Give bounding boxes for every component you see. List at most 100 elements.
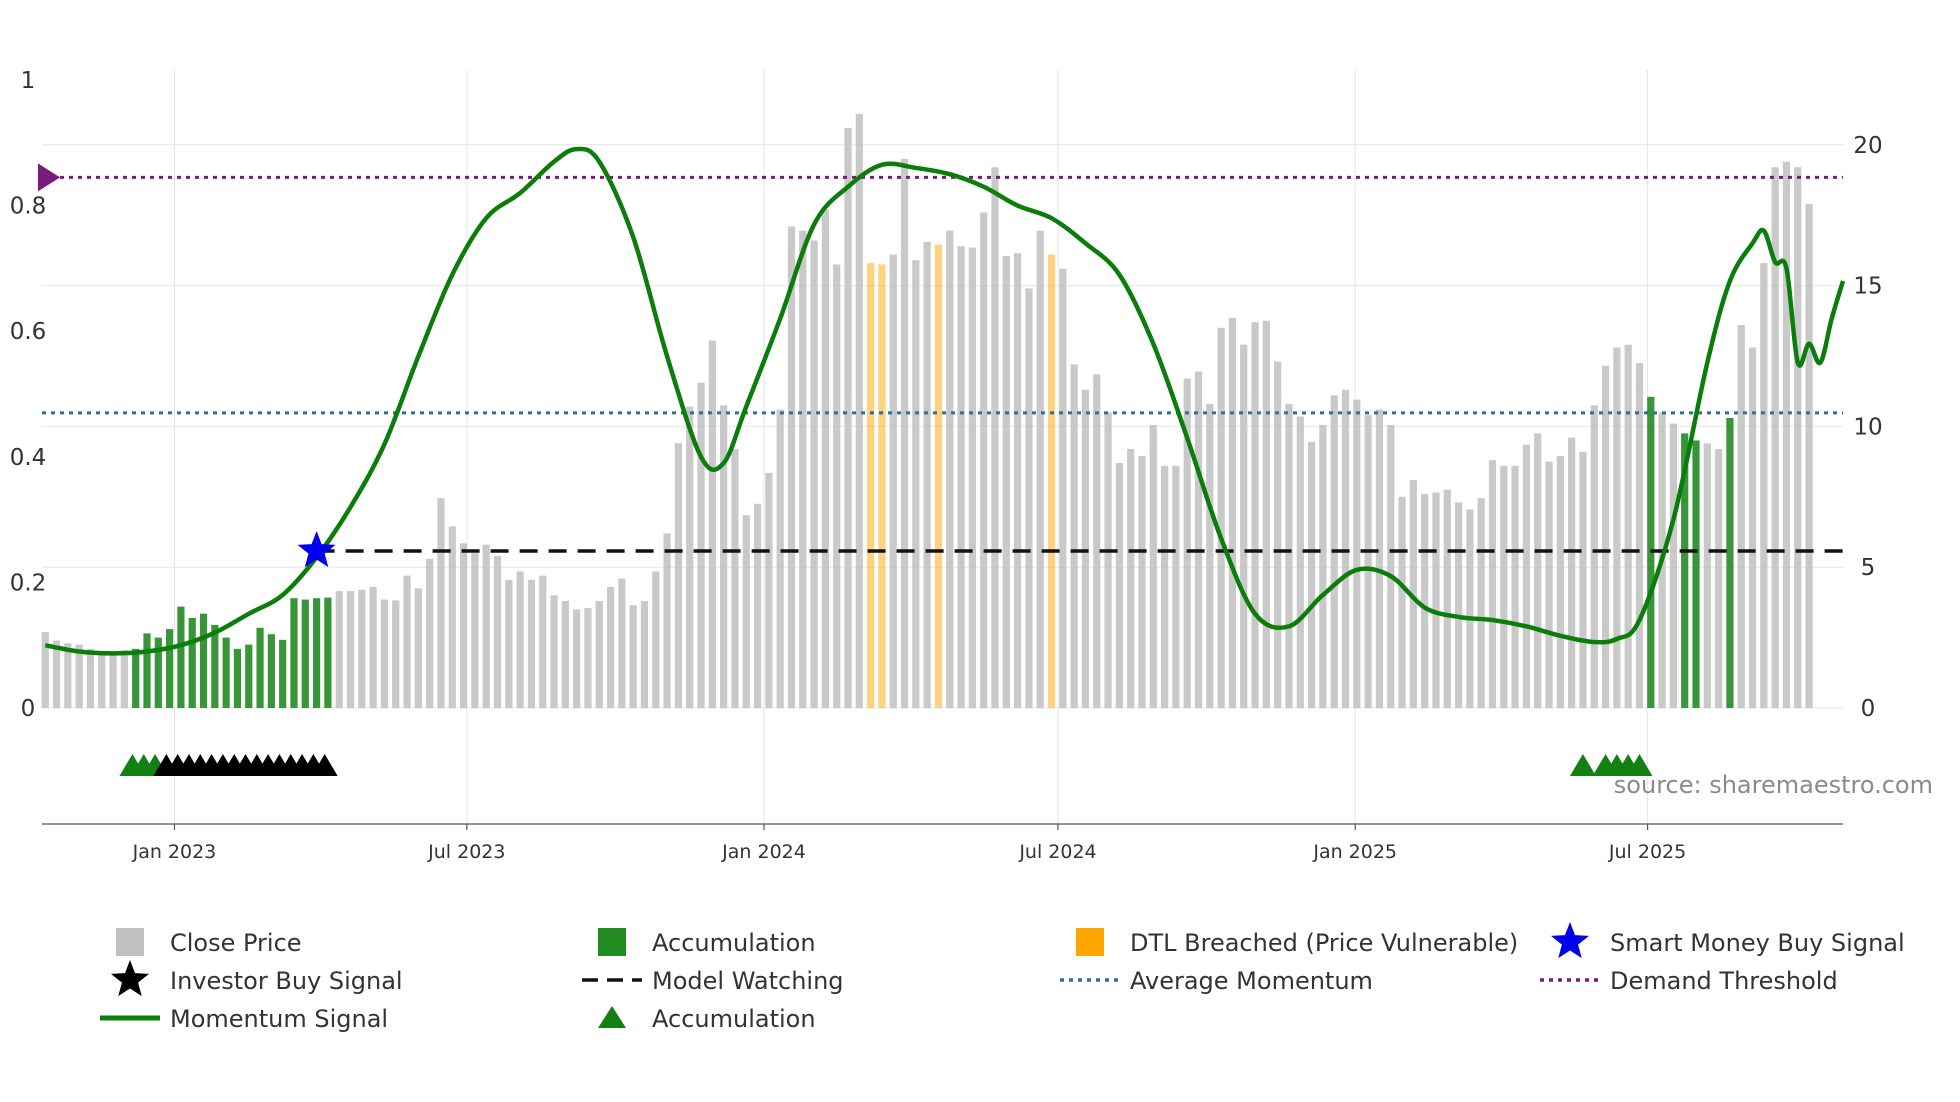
close-price-bar <box>697 382 705 708</box>
close-price-bar <box>1556 455 1564 708</box>
legend-label: Investor Buy Signal <box>170 967 403 995</box>
x-tick-label: Jul 2023 <box>427 841 505 863</box>
legend-label: Average Momentum <box>1130 967 1373 995</box>
y-right-tick-label: 20 <box>1853 133 1882 159</box>
close-price-bar <box>1737 325 1745 708</box>
close-price-bar <box>1104 412 1112 708</box>
y-left-tick-label: 1 <box>21 68 36 94</box>
close-price-bar <box>912 260 920 708</box>
close-price-bar <box>584 608 592 708</box>
close-price-bar <box>1748 347 1757 708</box>
close-price-bar <box>652 571 660 708</box>
close-price-bar <box>1183 378 1191 708</box>
close-price-bar <box>900 158 909 708</box>
close-price-bar <box>1613 347 1621 708</box>
close-price-bar <box>1070 364 1078 708</box>
close-price-bar <box>946 230 954 708</box>
close-price-bar <box>527 579 536 708</box>
smart-money-buy-signal-star <box>297 531 336 568</box>
legend-label: Smart Money Buy Signal <box>1610 929 1905 957</box>
close-price-bar <box>1353 399 1361 708</box>
close-price-bar <box>1274 361 1282 708</box>
accumulation-bar <box>301 599 309 708</box>
close-price-bar <box>75 644 83 708</box>
close-price-bar <box>1307 441 1316 708</box>
legend-label: Model Watching <box>652 967 844 995</box>
close-price-bar <box>1669 423 1677 708</box>
accumulation-bar <box>1726 417 1734 708</box>
close-price-bar <box>776 409 784 708</box>
close-price-bar <box>1398 496 1406 708</box>
close-price-bar <box>120 650 128 708</box>
close-price-bar <box>358 589 366 708</box>
close-price-bar <box>437 498 445 708</box>
close-price-bar <box>1251 322 1259 708</box>
close-price-bar <box>1194 371 1203 708</box>
close-price-bar <box>923 241 931 708</box>
close-price-bar <box>426 558 434 708</box>
close-price-bar <box>1466 509 1474 708</box>
close-price-bar <box>1206 403 1214 708</box>
demand-threshold-marker <box>38 163 60 192</box>
close-price-bar <box>1149 424 1157 708</box>
close-price-bar <box>1601 365 1610 708</box>
close-price-bar <box>1590 405 1598 708</box>
accumulation-bar <box>188 617 196 708</box>
close-price-bar <box>1228 317 1237 708</box>
dtl-breached-bar <box>934 244 943 709</box>
y-right-tick-label: 0 <box>1861 696 1876 722</box>
accumulation-marker <box>1569 754 1596 776</box>
y-right-tick-label: 5 <box>1861 555 1876 581</box>
close-price-bar <box>1138 455 1146 708</box>
close-price-bar <box>1002 256 1010 708</box>
accumulation-bar <box>211 624 219 708</box>
accumulation-bar <box>233 648 242 708</box>
close-price-bar <box>380 599 389 708</box>
close-price-bar <box>595 600 603 708</box>
close-price-bar <box>1715 448 1723 708</box>
legend-swatch-investor-buy-star <box>110 960 150 997</box>
close-price-bar <box>1059 268 1067 708</box>
close-price-bar <box>482 544 490 708</box>
close-price-bar <box>640 600 649 708</box>
close-price-bar <box>1635 363 1644 708</box>
close-price-bar <box>369 586 377 708</box>
dtl-breached-bar <box>878 264 886 708</box>
close-price-bar <box>742 515 750 708</box>
dtl-breached-bar <box>867 263 875 708</box>
momentum-signal-line <box>44 146 1846 656</box>
price-bars <box>41 113 1813 709</box>
close-price-bar <box>1624 344 1632 708</box>
accumulation-bar <box>245 644 253 708</box>
close-price-bar <box>1387 424 1395 708</box>
close-price-bar <box>86 648 95 708</box>
close-price-bar <box>708 340 716 708</box>
close-price-bar <box>1432 492 1440 708</box>
close-price-bar <box>1240 344 1248 708</box>
close-price-bar <box>855 113 863 709</box>
gridlines <box>42 70 1843 824</box>
close-price-bar <box>753 503 762 708</box>
legend-label: Momentum Signal <box>170 1005 388 1033</box>
legend-label: Accumulation <box>652 929 816 957</box>
close-price-bar <box>821 209 829 708</box>
accumulation-bar <box>177 606 185 708</box>
accumulation-bar <box>143 633 151 708</box>
close-price-bar <box>968 247 976 708</box>
close-price-bar <box>459 543 468 708</box>
legend-label: Close Price <box>170 929 302 957</box>
close-price-bar <box>1262 320 1270 708</box>
close-price-bar <box>686 406 694 708</box>
accumulation-bar <box>1681 433 1689 708</box>
y-left-tick-label: 0.8 <box>10 194 47 220</box>
accumulation-bar <box>324 597 332 708</box>
close-price-bar <box>403 575 411 708</box>
accumulation-bar <box>166 629 174 708</box>
accumulation-bar <box>154 637 162 708</box>
close-price-bar <box>1025 288 1033 708</box>
signal-markers <box>119 531 1653 776</box>
close-price-bar <box>1093 374 1101 708</box>
close-price-bar <box>550 595 558 708</box>
close-price-bar <box>731 448 739 708</box>
close-price-bar <box>1443 489 1451 708</box>
